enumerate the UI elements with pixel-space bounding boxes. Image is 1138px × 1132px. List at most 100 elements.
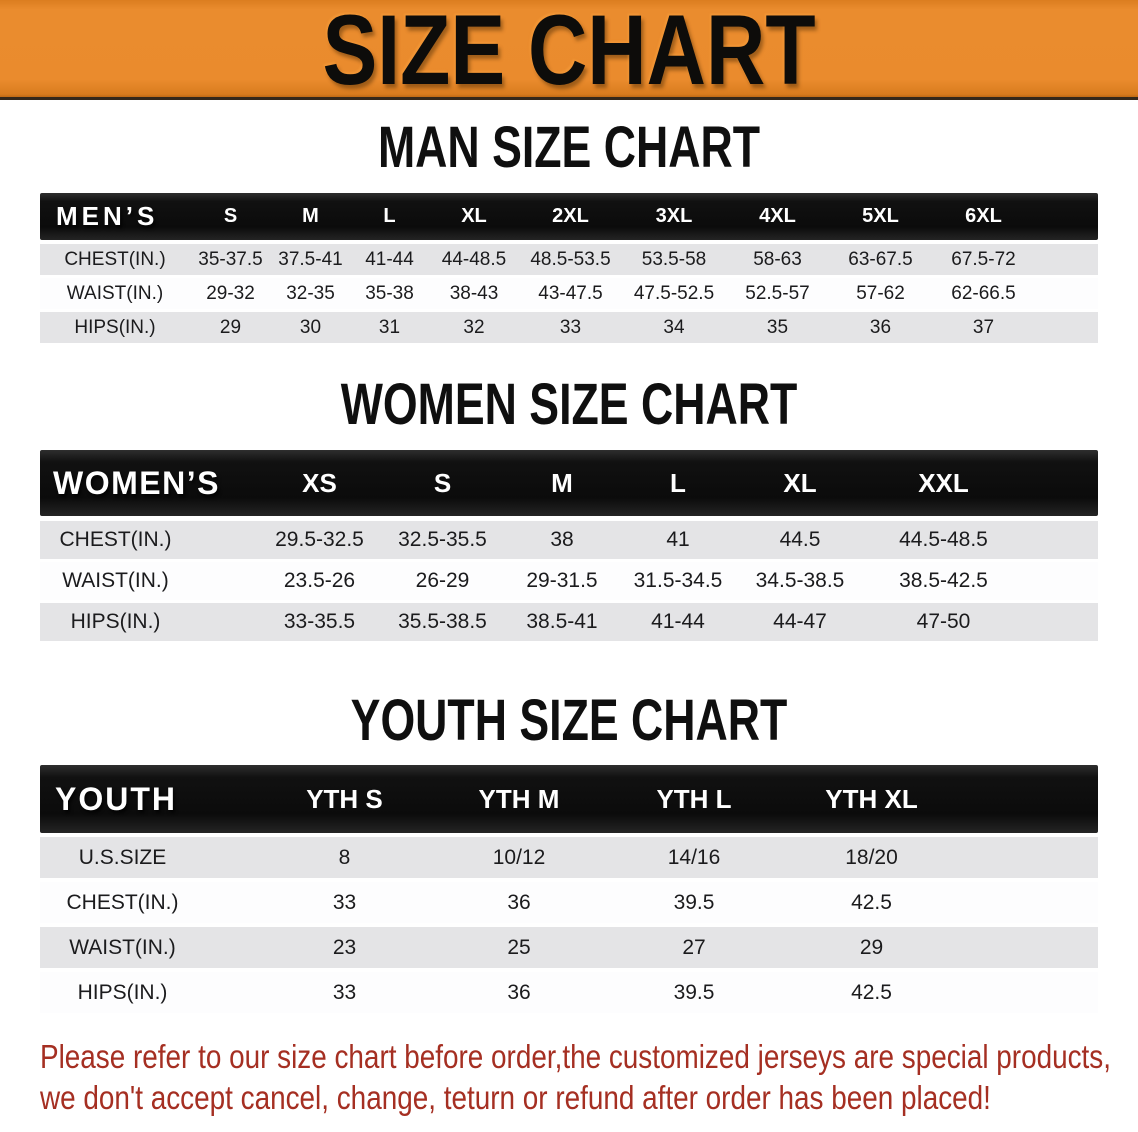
youth-value-cell: 36 xyxy=(507,980,531,1004)
youth-value-cell: 10/12 xyxy=(492,845,546,869)
youth-table-body: U.S.SIZE 8 10/12 14/16 18/20 CHEST(IN.) 33 36 39… xyxy=(40,837,1098,1013)
women-value-cell: 26-29 xyxy=(415,569,470,592)
women-size-column-header: XS xyxy=(302,467,337,498)
men-size-column-header: XL xyxy=(461,205,487,227)
men-value-cell: 37.5-41 xyxy=(278,248,343,270)
youth-table-row: CHEST(IN.) 33 36 39.5 42.5 xyxy=(40,882,1098,923)
women-table-row: CHEST(IN.) 29.5-32.5 32.5-35.5 38 41 44.5 44.5… xyxy=(40,521,1098,559)
men-size-column-header: M xyxy=(302,205,319,227)
men-size-column-header: S xyxy=(223,205,238,227)
men-value-cell: 41-44 xyxy=(365,248,414,270)
women-size-column-header: XXL xyxy=(918,467,969,498)
youth-value-cell: 25 xyxy=(507,935,531,959)
women-size-column-header: XL xyxy=(783,467,817,498)
disclaimer-note: Please refer to our size chart before or… xyxy=(40,1036,1138,1118)
men-table-header-row: MEN’S S M L XL 2XL 3XL 4XL 5XL 6XL xyxy=(40,193,1098,240)
men-value-cell: 43-47.5 xyxy=(538,282,603,304)
men-size-column-header: 5XL xyxy=(862,205,899,227)
men-value-cell: 29-32 xyxy=(206,282,255,304)
men-value-cell: 62-66.5 xyxy=(951,282,1016,304)
youth-size-column-header: YTH L xyxy=(656,783,732,814)
women-value-cell: 38 xyxy=(550,528,574,551)
youth-value-cell: 29 xyxy=(859,935,884,959)
men-size-column-header: 6XL xyxy=(965,205,1002,227)
men-section-title: MAN SIZE CHART xyxy=(377,115,761,180)
youth-value-cell: 33 xyxy=(332,980,357,1004)
youth-value-cell: 36 xyxy=(507,890,531,914)
youth-value-cell: 39.5 xyxy=(673,980,715,1004)
youth-value-cell: 33 xyxy=(332,890,357,914)
disclaimer-line: Please refer to our size chart before or… xyxy=(40,1038,1112,1075)
women-value-cell: 44.5-48.5 xyxy=(899,528,988,551)
men-value-cell: 38-43 xyxy=(449,282,499,304)
women-size-table: WOMEN’S XS S M L XL XXL CHEST(IN.) 29.5-32.5 32.5… xyxy=(40,450,1098,644)
men-value-cell: 44-48.5 xyxy=(441,248,507,270)
women-value-cell: 35.5-38.5 xyxy=(398,610,487,633)
men-row-label: WAIST(IN.) xyxy=(66,282,164,304)
women-value-cell: 29-31.5 xyxy=(526,569,598,592)
men-value-cell: 53.5-58 xyxy=(641,248,707,270)
women-section-title: WOMEN SIZE CHART xyxy=(340,372,798,437)
youth-size-column-header: YTH XL xyxy=(825,783,918,814)
men-value-cell: 48.5-53.5 xyxy=(530,248,611,270)
women-value-cell: 23.5-26 xyxy=(283,569,356,592)
men-size-column-header: L xyxy=(383,205,396,227)
men-size-column-header: 3XL xyxy=(655,205,693,227)
women-size-column-header: L xyxy=(670,467,686,498)
men-value-cell: 58-63 xyxy=(753,248,802,270)
youth-size-column-header: YTH S xyxy=(306,783,383,814)
men-value-cell: 35-37.5 xyxy=(198,248,263,270)
men-value-cell: 37 xyxy=(972,316,995,338)
youth-table-row: WAIST(IN.) 23 25 27 29 xyxy=(40,927,1098,968)
men-value-cell: 32 xyxy=(463,316,485,338)
men-table-row: HIPS(IN.) 29 30 31 32 33 34 35 36 37 xyxy=(40,312,1098,343)
men-value-cell: 31 xyxy=(378,316,401,338)
youth-value-cell: 42.5 xyxy=(851,890,892,914)
youth-size-table: YOUTH YTH S YTH M YTH L YTH XL U.S.SIZE 8 10/12… xyxy=(40,765,1098,1017)
youth-table-row: HIPS(IN.) 33 36 39.5 42.5 xyxy=(40,972,1098,1013)
men-table-row: CHEST(IN.) 35-37.5 37.5-41 41-44 44-48.5 48.5… xyxy=(40,244,1098,275)
youth-table-header-row: YOUTH YTH S YTH M YTH L YTH XL xyxy=(40,765,1098,833)
women-value-cell: 38.5-42.5 xyxy=(899,569,988,592)
men-size-table: MEN’S S M L XL 2XL 3XL 4XL 5XL 6XL CHEST(IN.) 35-37… xyxy=(40,193,1098,346)
men-row-label: HIPS(IN.) xyxy=(74,316,156,338)
youth-table-row: U.S.SIZE 8 10/12 14/16 18/20 xyxy=(40,837,1098,878)
women-value-cell: 32.5-35.5 xyxy=(398,528,487,551)
youth-value-cell: 39.5 xyxy=(673,890,715,914)
women-value-cell: 31.5-34.5 xyxy=(633,569,723,592)
women-value-cell: 41 xyxy=(666,528,690,551)
youth-row-label: WAIST(IN.) xyxy=(69,935,176,959)
youth-row-label: HIPS(IN.) xyxy=(77,980,168,1004)
banner: SIZE CHART xyxy=(0,0,1138,100)
men-table-row: WAIST(IN.) 29-32 32-35 35-38 38-43 43-47.5 47.… xyxy=(40,278,1098,309)
men-table-header-label: MEN’S xyxy=(56,201,159,231)
disclaimer-line: we don't accept cancel, change, teturn o… xyxy=(40,1079,991,1116)
women-value-cell: 41-44 xyxy=(651,610,705,633)
men-value-cell: 35 xyxy=(766,316,789,338)
banner-title: SIZE CHART xyxy=(322,0,816,105)
men-value-cell: 52.5-57 xyxy=(745,282,810,304)
men-table-body: CHEST(IN.) 35-37.5 37.5-41 41-44 44-48.5 48.5… xyxy=(40,244,1098,343)
men-row-label: CHEST(IN.) xyxy=(64,248,166,270)
youth-value-cell: 42.5 xyxy=(851,980,892,1004)
women-size-column-header: S xyxy=(433,467,452,498)
men-value-cell: 47.5-52.5 xyxy=(633,282,715,304)
youth-value-cell: 23 xyxy=(332,935,357,959)
men-size-column-header: 4XL xyxy=(759,205,796,227)
women-value-cell: 47-50 xyxy=(916,610,971,633)
women-table-header-row: WOMEN’S XS S M L XL XXL xyxy=(40,450,1098,516)
youth-value-cell: 27 xyxy=(682,935,706,959)
men-value-cell: 67.5-72 xyxy=(951,248,1016,270)
women-size-column-header: M xyxy=(551,467,573,498)
women-row-label: CHEST(IN.) xyxy=(59,528,172,551)
youth-row-label: CHEST(IN.) xyxy=(66,890,179,914)
women-value-cell: 33-35.5 xyxy=(283,610,356,633)
women-row-label: HIPS(IN.) xyxy=(70,610,161,633)
men-value-cell: 35-38 xyxy=(365,282,414,304)
men-value-cell: 63-67.5 xyxy=(848,248,913,270)
youth-size-column-header: YTH M xyxy=(478,783,560,814)
women-table-row: HIPS(IN.) 33-35.5 35.5-38.5 38.5-41 41-44 44-… xyxy=(40,603,1098,641)
youth-value-cell: 14/16 xyxy=(667,845,721,869)
women-table-body: CHEST(IN.) 29.5-32.5 32.5-35.5 38 41 44.5 44.5… xyxy=(40,521,1098,641)
men-value-cell: 36 xyxy=(869,316,892,338)
